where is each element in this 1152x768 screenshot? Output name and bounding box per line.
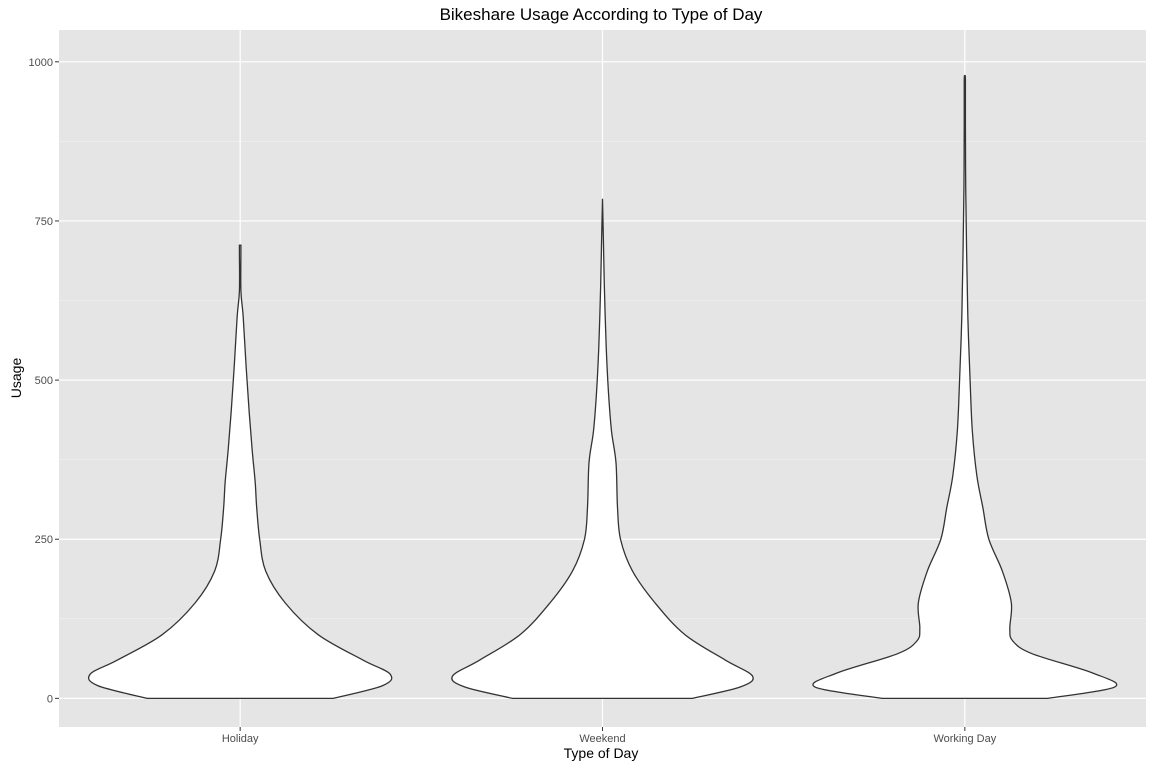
violin-working-day xyxy=(812,74,1118,700)
y-tick-label: 750 xyxy=(35,216,53,228)
x-axis-title: Type of Day xyxy=(564,745,639,761)
tick-layer: 0 250 500 750 1000 Holiday Weekend Working Day xyxy=(29,57,997,745)
violin-holiday xyxy=(87,244,393,700)
chart-title: Bikeshare Usage According to Type of Day xyxy=(440,5,763,24)
x-tick-label: Weekend xyxy=(579,733,625,745)
y-tick-label: 250 xyxy=(35,534,53,546)
y-axis-title: Usage xyxy=(8,358,24,399)
y-tick-label: 1000 xyxy=(29,57,53,69)
x-tick-label: Working Day xyxy=(933,733,996,745)
y-tick-label: 500 xyxy=(35,375,53,387)
violin-layer xyxy=(87,74,1118,700)
y-tick-label: 0 xyxy=(47,693,53,705)
x-tick-label: Holiday xyxy=(222,733,259,745)
violin-weekend xyxy=(451,198,754,700)
